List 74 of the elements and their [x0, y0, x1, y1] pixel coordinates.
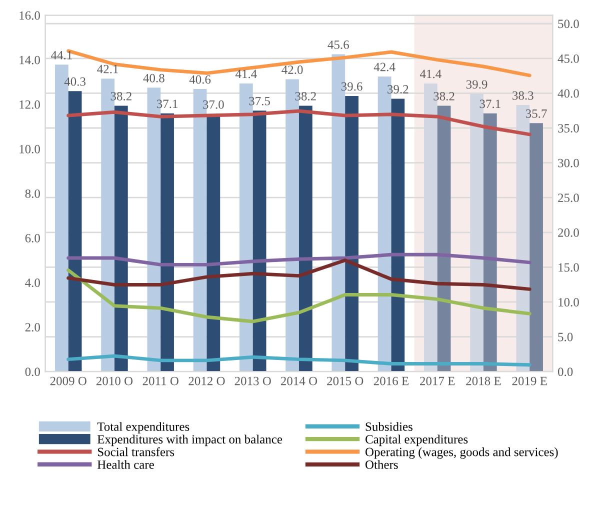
data-label: 42.4: [374, 62, 396, 72]
data-label: 37.1: [156, 100, 178, 108]
bar: [345, 96, 358, 372]
legend-label: Expenditures with impact on balance: [97, 434, 282, 446]
y-tick-label: 6.0: [25, 234, 40, 242]
legend-label: Operating (wages, goods and services): [366, 447, 558, 459]
data-label: 37.5: [249, 96, 270, 106]
line-series: [66, 258, 532, 291]
y2-tick-label: 50.0: [558, 20, 579, 28]
x-tick-label: 2010 O: [96, 376, 133, 386]
data-label: 39.6: [341, 82, 362, 91]
legend-label: Social transfers: [98, 447, 174, 456]
y-tick-label: 4.0: [25, 278, 40, 288]
x-tick-label: 2012 O: [188, 376, 225, 386]
y2-tick-label: 10.0: [558, 298, 579, 306]
y-tick-label: 2.0: [25, 323, 40, 332]
x-tick-label: 2019 E: [512, 376, 547, 386]
bar: [298, 106, 312, 372]
legend-label: Others: [366, 460, 398, 469]
data-label: 39.2: [388, 85, 408, 94]
y2-tick-label: 20.0: [558, 228, 579, 237]
data-label: 40.6: [189, 75, 211, 84]
y2-tick-label: 30.0: [558, 158, 579, 168]
data-label: 37.1: [480, 100, 500, 108]
x-tick-label: 2015 O: [327, 376, 364, 386]
data-label: 40.8: [143, 74, 164, 82]
line-series: [66, 252, 532, 266]
data-label: 38.2: [295, 92, 316, 100]
x-tick-label: 2009 O: [50, 376, 86, 386]
bar: [252, 110, 266, 372]
bar: [437, 106, 451, 372]
line-series: [66, 268, 532, 324]
y-tick-label: 0.0: [25, 368, 40, 376]
y2-tick-label: 15.0: [558, 263, 579, 272]
x-tick-label: 2011 O: [142, 376, 178, 386]
bar: [483, 113, 497, 372]
data-label: 38.3: [512, 91, 534, 100]
legend-label: Health care: [97, 460, 154, 469]
y2-tick-label: 0.0: [558, 368, 573, 376]
data-label: 40.3: [64, 77, 86, 86]
data-label: 35.7: [526, 109, 547, 118]
data-label: 38.2: [434, 92, 454, 100]
y-tick-label: 10.0: [20, 144, 40, 154]
x-tick-label: 2018 E: [466, 376, 501, 386]
y-tick-label: 16.0: [20, 11, 40, 20]
bar: [114, 106, 128, 372]
data-label: 42.1: [97, 64, 118, 74]
data-label: 38.2: [110, 92, 132, 100]
y-tick-label: 12.0: [20, 100, 40, 109]
y2-tick-label: 45.0: [558, 54, 579, 63]
y-tick-label: 8.0: [25, 189, 40, 198]
data-label: 45.6: [328, 40, 349, 49]
y2-tick-label: 25.0: [558, 194, 579, 202]
y2-tick-label: 40.0: [558, 89, 579, 98]
x-tick-label: 2013 O: [234, 376, 271, 386]
data-label: 41.4: [235, 70, 257, 78]
x-tick-label: 2014 O: [280, 376, 318, 386]
bar: [391, 98, 405, 372]
line-series: [66, 354, 532, 367]
legend-label: Capital expenditures: [366, 434, 468, 446]
data-label: 44.1: [50, 50, 72, 60]
legend-label: Subsidies: [366, 422, 412, 431]
y-tick-label: 14.0: [20, 56, 40, 64]
data-label: 37.0: [203, 100, 224, 109]
x-tick-label: 2017 E: [420, 376, 455, 386]
x-tick-label: 2016 E: [374, 376, 408, 386]
bar: [530, 123, 543, 372]
data-label: 39.9: [466, 80, 488, 89]
data-label: 42.0: [282, 66, 303, 74]
data-label: 41.4: [420, 70, 442, 78]
bar: [68, 91, 82, 372]
y2-tick-label: 35.0: [558, 124, 579, 133]
y2-tick-label: 5.0: [558, 332, 573, 342]
legend-label: Total expenditures: [97, 422, 190, 434]
